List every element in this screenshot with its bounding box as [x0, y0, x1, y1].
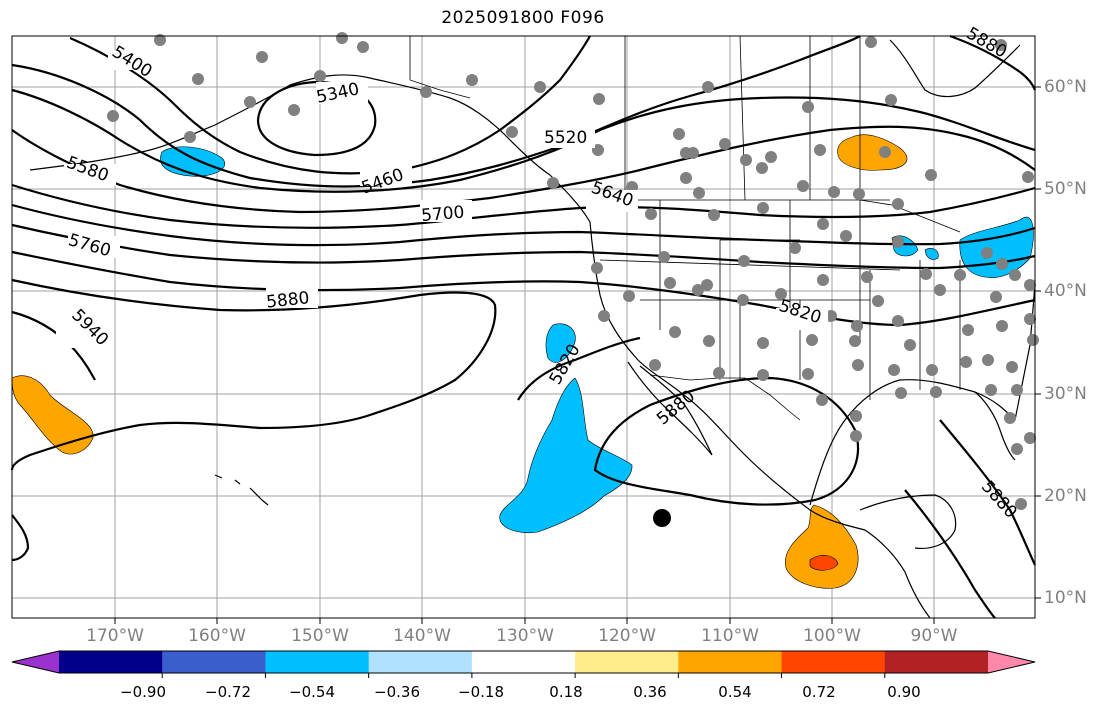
colorbar-extend-max: [988, 651, 1035, 673]
lon-label: 150°W: [291, 626, 349, 646]
colorbar-segment: [368, 651, 473, 673]
colorbar-segment: [678, 651, 783, 673]
colorbar-segment: [884, 651, 989, 673]
contour-5760: [11, 223, 1036, 270]
tick-marks: [114, 86, 1041, 624]
lat-label: 40°N: [1044, 281, 1087, 301]
hawaii: [214, 474, 269, 506]
contour-5640: [11, 183, 1036, 229]
yucatan: [859, 494, 957, 550]
canada-us-border: [588, 199, 961, 233]
colorbar-tick-label: 0.54: [718, 683, 752, 701]
colorbar-segment: [59, 651, 163, 673]
hudson-bay: [889, 39, 1021, 98]
colorbar-extend-min: [12, 651, 59, 673]
alaska-border: [409, 36, 471, 99]
contour-5880: [10, 278, 497, 471]
lat-label: 60°N: [1044, 77, 1087, 97]
anomaly-fills: [11, 134, 1034, 589]
lat-label: 30°N: [1044, 384, 1087, 404]
fill-red-mexico: [809, 555, 839, 571]
contour-5880-se: [904, 489, 996, 619]
colorbar-segment: [781, 651, 886, 673]
colorbar-outline: [11, 650, 1036, 674]
contour-5820-pac: [517, 336, 641, 401]
contour-5700: [11, 203, 1036, 247]
colorbar-tick-label: 0.72: [802, 683, 836, 701]
contour-label: 5520: [544, 128, 587, 148]
storm-center-marker: [653, 509, 671, 527]
contour-5580-ne: [949, 34, 1037, 91]
lon-label: 140°W: [393, 626, 451, 646]
lon-label: 130°W: [496, 626, 554, 646]
colorbar-tick-label: −0.72: [205, 683, 251, 701]
gulf-coast: [809, 379, 1016, 506]
colorbar-tick-label: 0.36: [633, 683, 667, 701]
contour-5820-se: [939, 419, 1036, 566]
colorbar-tick-label: −0.90: [120, 683, 166, 701]
fill-orange-westpac: [11, 375, 94, 455]
colorbar: [11, 650, 1036, 678]
lon-label: 110°W: [701, 626, 759, 646]
contour-lower-left: [11, 514, 30, 562]
contour-5880-east: [593, 376, 860, 506]
stations: [107, 32, 1039, 510]
baja: [627, 361, 713, 456]
lon-label: 90°W: [910, 626, 958, 646]
lon-label: 120°W: [598, 626, 656, 646]
colorbar-tick-label: 0.18: [549, 683, 583, 701]
lon-label: 100°W: [803, 626, 861, 646]
colorbar-segment: [162, 651, 266, 673]
contour-5460: [11, 35, 861, 188]
lat-label: 10°N: [1044, 588, 1087, 608]
map-frame: [11, 35, 1036, 619]
colorbar-tick-label: −0.18: [458, 683, 504, 701]
west-coast: [549, 174, 931, 619]
fill-blue-small: [545, 323, 576, 363]
map-title: 2025091800 F096: [441, 8, 605, 28]
fill-blue-greatlakes-3: [924, 248, 939, 260]
contour-5520: [11, 88, 1036, 193]
fill-blue-eastpac: [499, 377, 633, 533]
lon-label: 160°W: [188, 626, 246, 646]
colorbar-segment: [265, 651, 370, 673]
colorbar-tick-label: −0.54: [289, 683, 335, 701]
us-mexico-border: [649, 374, 801, 421]
florida: [974, 391, 1016, 461]
contour-5580: [11, 125, 1036, 214]
lat-label: 20°N: [1044, 486, 1087, 506]
colorbar-tick-label: −0.36: [374, 683, 420, 701]
lon-label: 170°W: [86, 626, 144, 646]
colorbar-segment: [575, 651, 679, 673]
colorbar-tick-label: 0.90: [887, 683, 921, 701]
colorbar-segment: [471, 651, 576, 673]
fill-orange-canada: [837, 134, 908, 171]
lat-label: 50°N: [1044, 179, 1087, 199]
contour-label: 5700: [420, 202, 465, 226]
fill-orange-mexico: [784, 504, 859, 589]
contour-5340: [256, 80, 377, 157]
contour-label: 5880: [265, 288, 310, 312]
